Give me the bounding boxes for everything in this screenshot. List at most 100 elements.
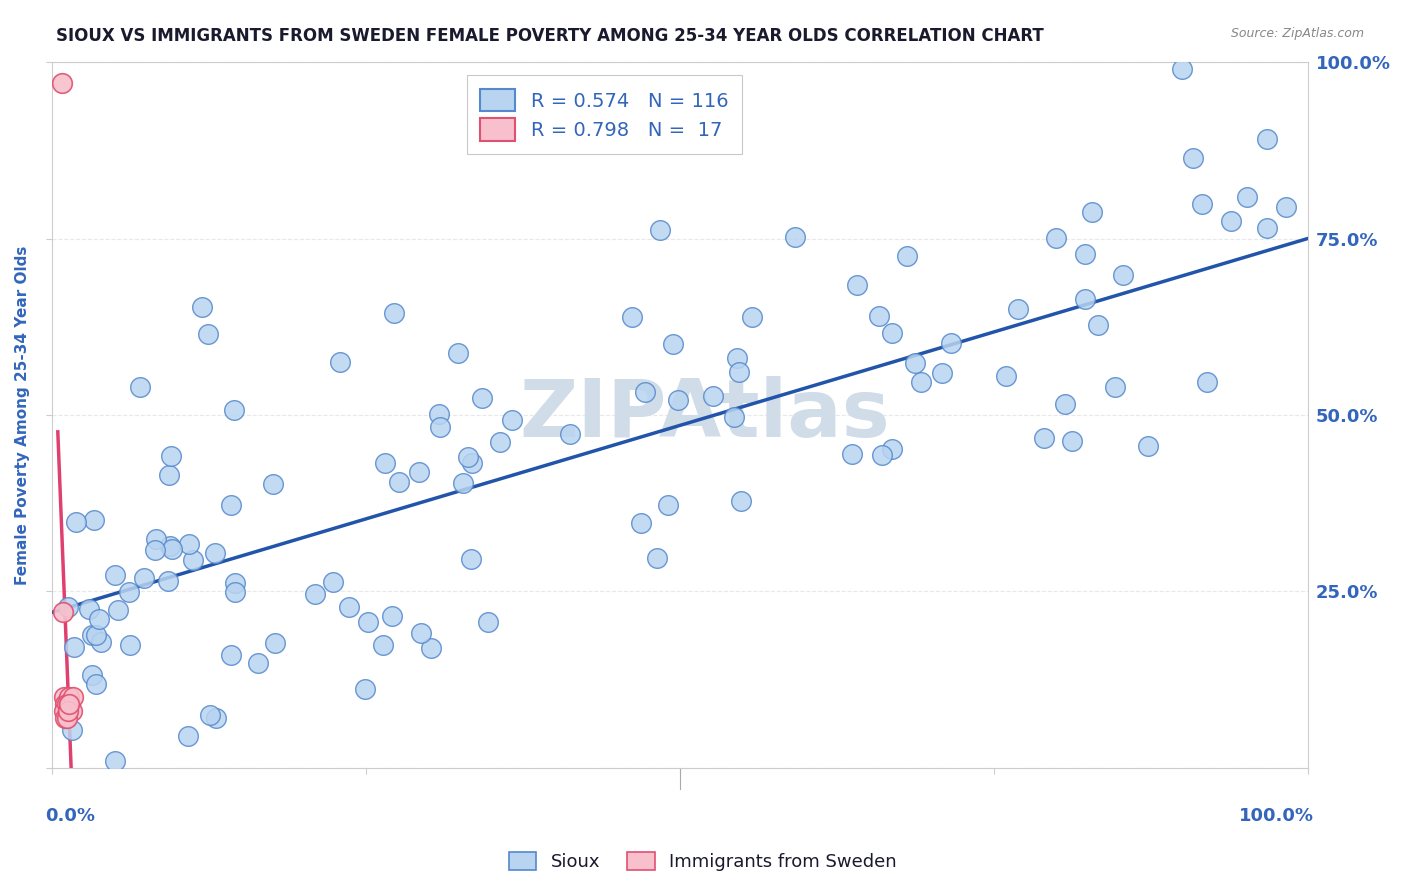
Point (80, 668, 103, 682)
Point (630, 516, 652, 531)
Text: 0.0%: 0.0% (45, 806, 96, 824)
Point (222, 402, 245, 417)
Point (89, 612, 111, 626)
Point (60, 704, 83, 718)
Point (741, 310, 763, 324)
Point (117, 585, 139, 599)
Point (841, 447, 863, 461)
Point (53, 711, 76, 725)
Point (224, 585, 246, 599)
Point (1054, 397, 1077, 411)
Point (63, 640, 86, 655)
Point (1080, 205, 1102, 219)
Point (1256, 221, 1278, 235)
Point (904, 356, 927, 370)
Point (880, 326, 903, 340)
Point (727, 351, 749, 365)
Point (870, 448, 893, 462)
Point (451, 475, 474, 490)
Point (354, 682, 377, 697)
Point (157, 574, 180, 589)
Point (55, 704, 77, 718)
Point (657, 498, 679, 512)
Point (620, 310, 643, 324)
Point (56, 704, 79, 718)
Point (86, 677, 108, 691)
Point (374, 456, 396, 470)
Point (107, 603, 129, 617)
Point (118, 638, 141, 652)
Point (666, 392, 689, 407)
Point (56, 600, 79, 615)
Point (846, 278, 869, 293)
Text: ZIPAtlas: ZIPAtlas (519, 376, 890, 454)
Point (53, 704, 76, 718)
Point (1256, 132, 1278, 146)
Point (457, 450, 479, 464)
Point (356, 615, 378, 629)
Point (910, 375, 932, 389)
Point (264, 636, 287, 650)
Point (83, 513, 105, 527)
Point (723, 410, 745, 425)
Point (382, 306, 405, 320)
Point (56, 704, 79, 718)
Point (56, 697, 79, 711)
Point (143, 542, 166, 557)
Point (477, 615, 499, 630)
Point (409, 626, 432, 640)
Point (197, 327, 219, 342)
Point (1087, 318, 1109, 332)
Text: Source: ZipAtlas.com: Source: ZipAtlas.com (1230, 27, 1364, 40)
Point (880, 442, 903, 457)
Point (896, 249, 918, 263)
Point (429, 420, 451, 434)
Point (1191, 196, 1213, 211)
Point (931, 367, 953, 381)
Point (191, 300, 214, 314)
Point (204, 546, 226, 560)
Point (337, 599, 360, 614)
Point (1033, 431, 1056, 445)
Point (461, 456, 484, 470)
Point (80, 628, 103, 642)
Legend: R = 0.574   N = 116, R = 0.798   N =  17: R = 0.574 N = 116, R = 0.798 N = 17 (467, 76, 742, 154)
Point (53, 697, 76, 711)
Point (51, 76, 73, 90)
Point (1195, 375, 1218, 389)
Point (728, 365, 751, 379)
Point (159, 539, 181, 553)
Y-axis label: Female Poverty Among 25-34 Year Olds: Female Poverty Among 25-34 Year Olds (15, 245, 30, 584)
Point (995, 368, 1018, 383)
Point (157, 467, 180, 482)
Point (662, 337, 685, 351)
Point (1045, 231, 1067, 245)
Point (939, 336, 962, 351)
Legend: Sioux, Immigrants from Sweden: Sioux, Immigrants from Sweden (502, 845, 904, 879)
Point (1073, 292, 1095, 306)
Point (177, 729, 200, 743)
Point (62, 690, 84, 705)
Point (60, 723, 83, 737)
Point (59, 697, 82, 711)
Point (129, 379, 152, 393)
Point (1274, 200, 1296, 214)
Point (219, 648, 242, 663)
Point (447, 346, 470, 360)
Point (247, 657, 270, 671)
Point (1111, 268, 1133, 283)
Point (205, 711, 228, 725)
Point (420, 640, 443, 655)
Point (783, 230, 806, 244)
Point (650, 223, 672, 237)
Point (381, 609, 404, 624)
Point (55, 697, 77, 711)
Point (408, 465, 430, 479)
Point (702, 389, 724, 403)
Point (160, 542, 183, 557)
Point (371, 638, 394, 652)
Point (460, 552, 482, 566)
Point (53, 690, 76, 705)
Point (104, 568, 127, 582)
Point (200, 708, 222, 723)
